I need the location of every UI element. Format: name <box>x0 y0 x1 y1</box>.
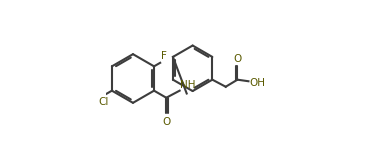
Text: F: F <box>161 51 167 61</box>
Text: Cl: Cl <box>99 97 109 107</box>
Text: OH: OH <box>249 78 265 87</box>
Text: NH: NH <box>180 80 196 90</box>
Text: O: O <box>163 117 171 127</box>
Text: O: O <box>234 54 242 65</box>
